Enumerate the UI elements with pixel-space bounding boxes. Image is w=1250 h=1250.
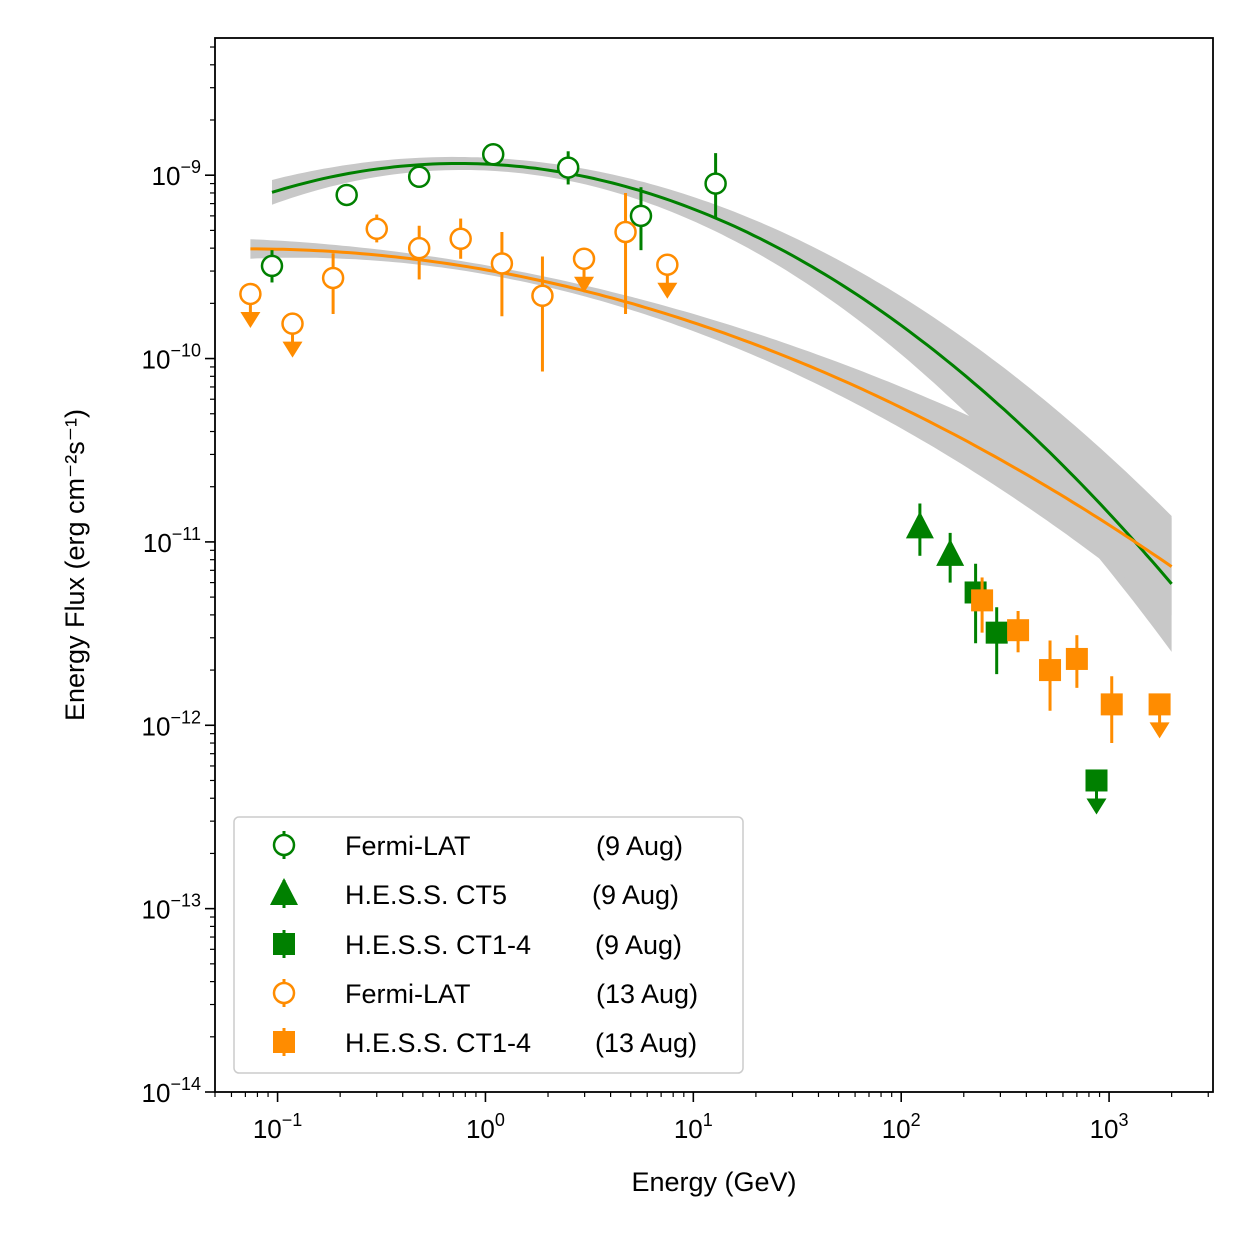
data-point-s0-p6 xyxy=(704,172,727,195)
x-tick-label-4: 103 xyxy=(1090,1110,1129,1144)
y-axis-label: Energy Flux (erg cm⁻²s⁻¹) xyxy=(60,409,90,721)
y-tick-label-4: 10−10 xyxy=(142,341,201,375)
data-point-s3-p9 xyxy=(614,220,637,244)
data-point-s4-p1 xyxy=(1007,619,1030,642)
y-axis-ticks: 10−14 10−13 10−12 10−11 10−10 10−9 xyxy=(142,46,215,1108)
y-tick-label-0: 10−14 xyxy=(142,1074,201,1108)
data-point-s3-p1 xyxy=(281,312,304,335)
data-point-s3-p6 xyxy=(490,252,514,275)
data-point-s3-p2 xyxy=(321,266,345,290)
upper-limit-arrow-s3-p8 xyxy=(574,276,595,293)
legend-label-fermi-9aug: Fermi-LAT xyxy=(345,831,471,861)
legend-marker-4 xyxy=(273,1031,295,1053)
legend-date-ct5-9aug: (9 Aug) xyxy=(592,880,679,910)
legend-date-fermi-13aug: (13 Aug) xyxy=(596,979,698,1009)
data-point-s3-p10 xyxy=(656,253,679,276)
data-point-s0-p1 xyxy=(335,183,358,207)
model-band-0 xyxy=(272,156,1172,652)
upper-limit-arrow-s4-p5 xyxy=(1149,722,1170,739)
x-tick-label-3: 102 xyxy=(882,1110,921,1144)
data-point-s3-p0 xyxy=(239,282,262,306)
x-tick-label-0: 10−1 xyxy=(253,1110,302,1144)
data-point-s4-p4 xyxy=(1100,693,1123,716)
legend-date-ct14-13aug: (13 Aug) xyxy=(595,1028,697,1058)
legend-label-ct5-9aug: H.E.S.S. CT5 xyxy=(345,880,507,910)
data-point-s0-p2 xyxy=(407,165,431,189)
data-point-s4-p2 xyxy=(1039,659,1062,682)
legend-marker-0 xyxy=(272,833,296,857)
legend-date-ct14-9aug: (9 Aug) xyxy=(595,930,682,960)
data-point-s3-p5 xyxy=(449,227,472,251)
x-tick-label-2: 101 xyxy=(674,1110,713,1144)
data-point-s0-p5 xyxy=(629,204,653,228)
y-tick-label-5: 10−9 xyxy=(152,157,201,191)
x-axis-label: Energy (GeV) xyxy=(631,1167,796,1197)
legend-label-ct14-9aug: H.E.S.S. CT1-4 xyxy=(345,930,531,960)
upper-limit-arrow-s3-p0 xyxy=(240,311,261,328)
legend-label-fermi-13aug: Fermi-LAT xyxy=(345,979,471,1009)
model-curves xyxy=(250,162,1173,585)
x-axis-ticks: 10−1 100 101 102 103 xyxy=(214,1092,1209,1144)
legend-markers xyxy=(270,831,298,1056)
legend: Fermi-LAT (9 Aug) H.E.S.S. CT5 (9 Aug) H… xyxy=(233,816,744,1074)
legend-marker-3 xyxy=(272,981,296,1005)
legend-label-ct14-13aug: H.E.S.S. CT1-4 xyxy=(345,1028,531,1058)
model-bands xyxy=(250,156,1172,652)
upper-limit-arrow-s3-p1 xyxy=(282,341,303,358)
data-point-s4-p3 xyxy=(1065,647,1088,670)
upper-limit-arrow-s2-p2 xyxy=(1086,798,1107,815)
data-point-s2-p2 xyxy=(1085,769,1108,792)
y-tick-label-2: 10−12 xyxy=(142,707,201,741)
legend-box xyxy=(233,816,744,1074)
y-tick-label-1: 10−13 xyxy=(142,891,201,925)
data-point-s1-p0 xyxy=(905,511,934,539)
upper-limit-arrow-s3-p10 xyxy=(657,282,678,299)
data-point-s3-p4 xyxy=(407,236,431,260)
model-curve-1 xyxy=(250,247,1173,568)
data-point-s0-p4 xyxy=(556,156,580,179)
data-point-s3-p7 xyxy=(531,284,554,308)
data-point-s0-p0 xyxy=(260,254,284,278)
legend-marker-2 xyxy=(273,933,295,955)
legend-date-fermi-9aug: (9 Aug) xyxy=(596,831,683,861)
model-band-1 xyxy=(250,239,1172,616)
data-point-s4-p0 xyxy=(971,589,994,612)
data-point-s0-p3 xyxy=(481,143,505,166)
x-tick-label-1: 100 xyxy=(466,1110,505,1144)
data-point-s1-p1 xyxy=(936,538,965,566)
model-curve-0 xyxy=(271,162,1173,585)
data-point-s4-p5 xyxy=(1148,693,1171,716)
y-tick-label-3: 10−11 xyxy=(143,524,201,558)
data-point-s3-p3 xyxy=(365,217,389,241)
data-point-s2-p1 xyxy=(985,621,1008,644)
data-point-s3-p8 xyxy=(572,247,596,271)
data-points xyxy=(239,143,1171,815)
plot-frame xyxy=(214,37,1214,1093)
legend-marker-1 xyxy=(270,878,298,905)
